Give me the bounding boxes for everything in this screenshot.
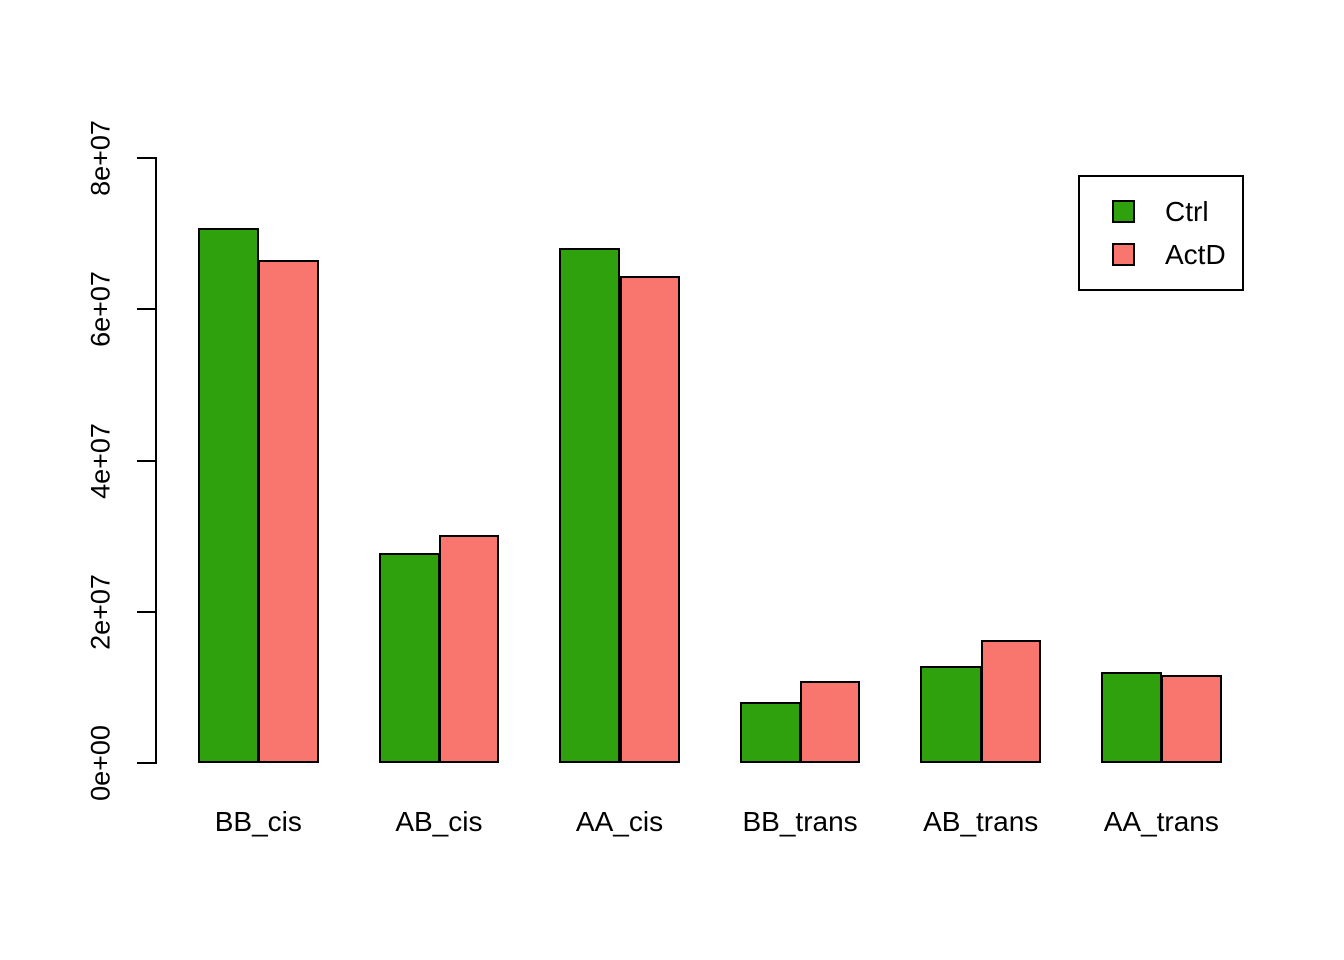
y-axis-tick-label: 8e+07	[85, 120, 116, 197]
bar-actd-aa_cis	[619, 276, 680, 763]
legend: Ctrl ActD	[1078, 175, 1244, 291]
legend-item-actd: ActD	[1112, 238, 1242, 270]
legend-label-ctrl: Ctrl	[1165, 195, 1209, 227]
bar-ctrl-bb_trans	[739, 701, 802, 763]
bar-ctrl-ab_cis	[378, 552, 440, 763]
y-axis-tick-label: 2e+07	[85, 573, 116, 650]
legend-swatch-ctrl	[1112, 200, 1135, 223]
bar-ctrl-aa_trans	[1101, 672, 1163, 763]
y-axis-tick-label: 4e+07	[85, 422, 116, 499]
legend-label-actd: ActD	[1165, 238, 1226, 270]
x-category-label: BB_cis	[214, 806, 302, 837]
bar-actd-bb_cis	[258, 260, 319, 763]
bar-actd-ab_trans	[980, 639, 1041, 763]
y-axis-tick	[137, 308, 155, 311]
legend-item-ctrl: Ctrl	[1112, 195, 1242, 227]
bar-actd-bb_trans	[800, 681, 861, 763]
x-category-label: AB_cis	[395, 806, 483, 837]
x-category-label: BB_trans	[742, 806, 858, 837]
bar-ctrl-aa_cis	[559, 248, 621, 763]
bar-actd-ab_cis	[438, 535, 500, 763]
y-axis-tick-label: 0e+00	[85, 725, 116, 801]
y-axis-tick	[137, 157, 155, 160]
bar-actd-aa_trans	[1161, 675, 1222, 763]
y-axis-tick-label: 6e+07	[85, 271, 116, 348]
y-axis-tick	[137, 459, 155, 462]
legend-swatch-actd	[1112, 243, 1135, 266]
x-category-label: AB_trans	[923, 806, 1039, 837]
bar-ctrl-bb_cis	[198, 227, 260, 763]
y-axis-tick	[137, 762, 155, 764]
y-axis-tick	[137, 610, 155, 613]
bar-ctrl-ab_trans	[920, 666, 982, 763]
y-axis-line	[155, 157, 157, 764]
x-category-label: AA_cis	[575, 806, 664, 837]
x-category-label: AA_trans	[1103, 806, 1219, 837]
